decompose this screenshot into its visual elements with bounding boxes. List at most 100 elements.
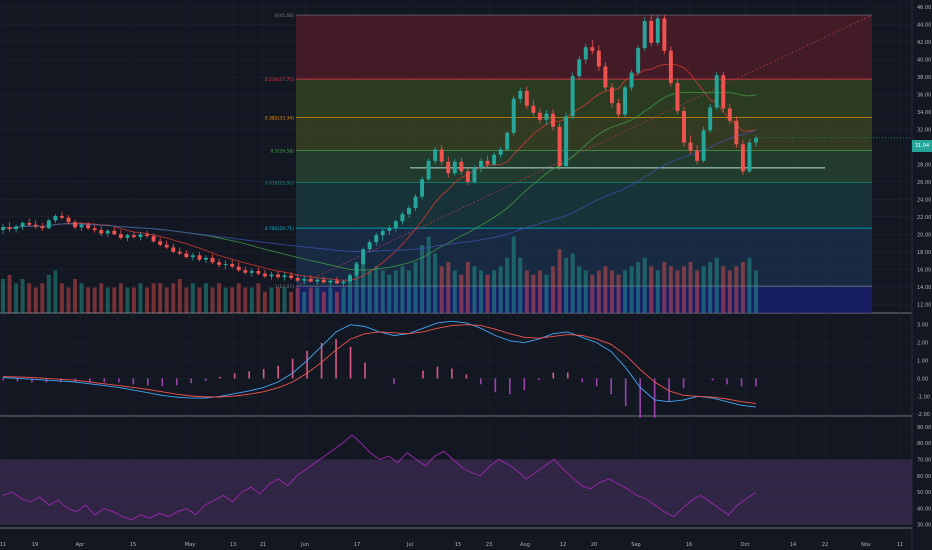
candle-body bbox=[334, 280, 339, 284]
rsi-tick-label: 80.00 bbox=[917, 441, 931, 447]
volume-bar bbox=[341, 287, 346, 313]
volume-bar bbox=[7, 274, 12, 313]
price-tick-label: 34.00 bbox=[917, 110, 931, 116]
candle-body bbox=[531, 105, 536, 113]
time-tick-label: Jul bbox=[406, 542, 413, 548]
candle-body bbox=[295, 278, 300, 281]
volume-bar bbox=[223, 287, 228, 313]
candle-body bbox=[86, 224, 91, 229]
candle-body bbox=[721, 75, 726, 109]
time-tick-label: 17 bbox=[354, 542, 360, 548]
price-tick-label: 26.00 bbox=[917, 180, 931, 186]
macd-tick-label: 0.00 bbox=[917, 376, 928, 382]
candle-body bbox=[151, 236, 156, 242]
volume-bar bbox=[629, 266, 634, 313]
macd-histogram-bar bbox=[233, 373, 236, 379]
candle-body bbox=[668, 50, 673, 84]
moving-average-line bbox=[2, 130, 757, 252]
macd-line bbox=[2, 320, 757, 408]
candle-body bbox=[105, 230, 110, 234]
candle-body bbox=[564, 116, 569, 167]
candle-body bbox=[184, 253, 189, 258]
volume-bar bbox=[256, 283, 261, 313]
macd-histogram-bar bbox=[740, 378, 743, 387]
time-tick-label: 23 bbox=[486, 542, 492, 548]
candle-body bbox=[583, 47, 588, 60]
volume-bar bbox=[164, 287, 169, 313]
volume-bar bbox=[289, 291, 294, 313]
volume-bar bbox=[668, 266, 673, 313]
candle-body bbox=[662, 18, 667, 51]
time-tick-label: Oct bbox=[741, 542, 750, 548]
volume-bar bbox=[564, 257, 569, 313]
candle-body bbox=[112, 230, 117, 235]
candle-body bbox=[498, 149, 503, 155]
volume-bar bbox=[708, 262, 713, 313]
volume-bar bbox=[230, 287, 235, 313]
macd-tick-label: 2.00 bbox=[917, 341, 928, 347]
volume-bar bbox=[14, 283, 19, 313]
macd-signal-line bbox=[2, 324, 757, 404]
macd-histogram-bar bbox=[291, 358, 294, 379]
volume-bar bbox=[295, 287, 300, 313]
volume-bar bbox=[40, 283, 45, 313]
volume-bar bbox=[328, 287, 333, 313]
candle-body bbox=[544, 113, 549, 120]
candle-body bbox=[99, 229, 104, 234]
volume-bar bbox=[616, 274, 621, 313]
volume-bar bbox=[131, 287, 136, 313]
macd-histogram-bar bbox=[204, 378, 207, 381]
candle-body bbox=[407, 208, 411, 215]
rsi-line bbox=[2, 434, 757, 521]
volume-bar bbox=[675, 270, 680, 313]
volume-bar bbox=[348, 274, 352, 313]
time-tick-label: May bbox=[185, 542, 195, 548]
candle-body bbox=[59, 215, 64, 218]
candle-body bbox=[420, 179, 425, 197]
fib-level-label: 1(14.07) bbox=[275, 284, 295, 290]
volume-bar bbox=[66, 287, 71, 313]
time-tick-label: Sep bbox=[631, 542, 640, 548]
macd-histogram-bar bbox=[16, 378, 19, 382]
volume-bar bbox=[439, 266, 444, 313]
candle-body bbox=[446, 161, 451, 174]
volume-bar bbox=[374, 266, 379, 313]
fib-level-label: 0(45.08) bbox=[275, 13, 295, 19]
volume-bar bbox=[531, 274, 536, 313]
candle-body bbox=[433, 149, 438, 161]
volume-bar bbox=[177, 279, 182, 313]
candle-body bbox=[413, 196, 418, 209]
volume-bar bbox=[747, 257, 752, 313]
candle-body bbox=[177, 251, 182, 254]
macd-histogram-bar bbox=[349, 346, 352, 379]
macd-histogram-bar bbox=[89, 378, 91, 383]
macd-histogram-bar bbox=[320, 342, 323, 379]
candle-body bbox=[125, 235, 130, 238]
macd-histogram-bar bbox=[509, 378, 511, 395]
fib-level-label: 0.236(37.75) bbox=[265, 77, 295, 83]
candle-body bbox=[452, 161, 457, 174]
time-tick-label: 14 bbox=[790, 542, 796, 548]
macd-histogram-bar bbox=[552, 372, 555, 379]
candle-body bbox=[682, 111, 686, 143]
volume-bar bbox=[662, 262, 667, 313]
candle-body bbox=[439, 149, 444, 162]
candle-body bbox=[7, 227, 12, 230]
volume-bar bbox=[269, 287, 274, 313]
time-tick-label: Apr bbox=[76, 542, 86, 548]
price-tick-label: 16.00 bbox=[917, 267, 931, 273]
macd-histogram-bar bbox=[147, 378, 149, 386]
volume-bar bbox=[734, 266, 739, 313]
macd-histogram-bar bbox=[480, 378, 482, 385]
volume-bar bbox=[217, 283, 222, 313]
candle-body bbox=[158, 241, 163, 245]
candle-body bbox=[204, 257, 208, 260]
macd-histogram-bar bbox=[306, 350, 308, 379]
candle-body bbox=[387, 228, 392, 231]
volume-bar bbox=[570, 253, 575, 313]
macd-histogram-bar bbox=[393, 378, 395, 385]
time-tick-label: 22 bbox=[822, 542, 828, 548]
volume-bar bbox=[367, 270, 372, 313]
candle-body bbox=[262, 273, 267, 277]
